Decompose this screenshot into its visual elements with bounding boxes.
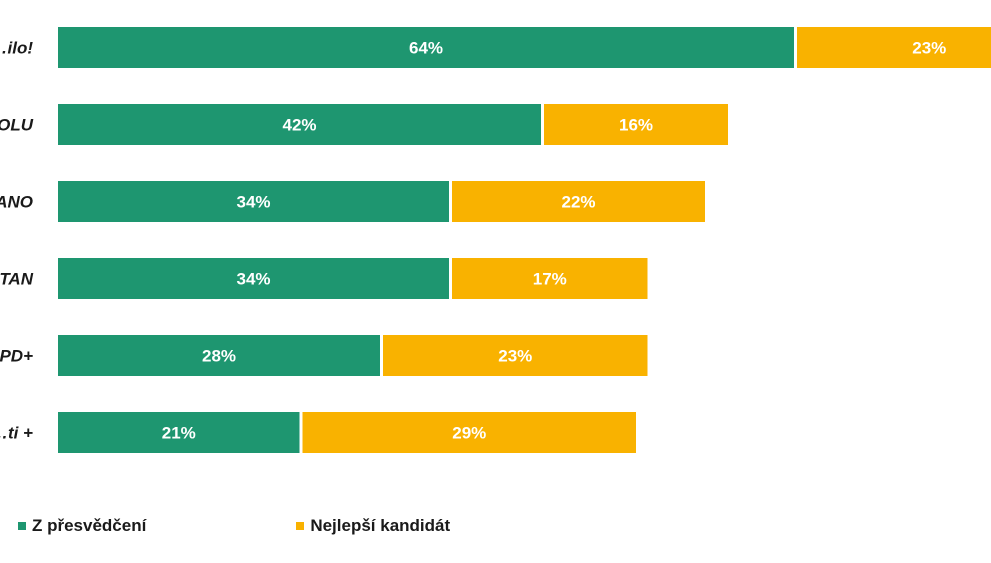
data-label-series-1: 34% — [236, 193, 270, 212]
bar-segment-series-1 — [58, 335, 380, 376]
bar-segment-series-2 — [797, 27, 991, 68]
data-label-series-1: 28% — [202, 347, 236, 366]
category-label: …ANO — [0, 193, 33, 212]
chart-legend: Z přesvědčení Nejlepší kandidát — [18, 516, 450, 536]
legend-swatch-series-1 — [18, 522, 26, 530]
bar-segment-series-1 — [58, 104, 541, 145]
data-label-series-2: 23% — [498, 347, 532, 366]
data-label-series-1: 42% — [282, 116, 316, 135]
data-label-series-2: 22% — [561, 193, 595, 212]
bar-segment-series-1 — [58, 181, 449, 222]
legend-item-series-1: Z přesvědčení — [18, 516, 146, 536]
data-label-series-1: 34% — [236, 270, 270, 289]
bar-segment-series-1 — [58, 412, 300, 453]
legend-label-series-1: Z přesvědčení — [32, 516, 147, 535]
legend-label-series-2: Nejlepší kandidát — [310, 516, 451, 535]
bar-segment-series-2 — [302, 412, 636, 453]
data-label-series-1: 64% — [409, 39, 443, 58]
legend-item-series-2: Nejlepší kandidát — [296, 516, 450, 536]
bar-segment-series-2 — [452, 258, 648, 299]
data-label-series-2: 16% — [619, 116, 653, 135]
bar-segment-series-1 — [58, 258, 449, 299]
bar-segment-series-2 — [544, 104, 728, 145]
bar-segment-series-2 — [452, 181, 705, 222]
category-label: …ti + — [0, 424, 33, 443]
data-label-series-1: 21% — [162, 424, 196, 443]
bar-segment-series-2 — [383, 335, 648, 376]
category-label: …ilo! — [0, 39, 33, 58]
category-label: …TAN — [0, 270, 34, 289]
category-label: …OLU — [0, 116, 34, 135]
legend-swatch-series-2 — [296, 522, 305, 530]
bar-segment-series-1 — [58, 27, 794, 68]
data-label-series-2: 29% — [452, 424, 486, 443]
data-label-series-2: 23% — [912, 39, 946, 58]
category-label: …PD+ — [0, 347, 33, 366]
data-label-series-2: 17% — [533, 270, 567, 289]
